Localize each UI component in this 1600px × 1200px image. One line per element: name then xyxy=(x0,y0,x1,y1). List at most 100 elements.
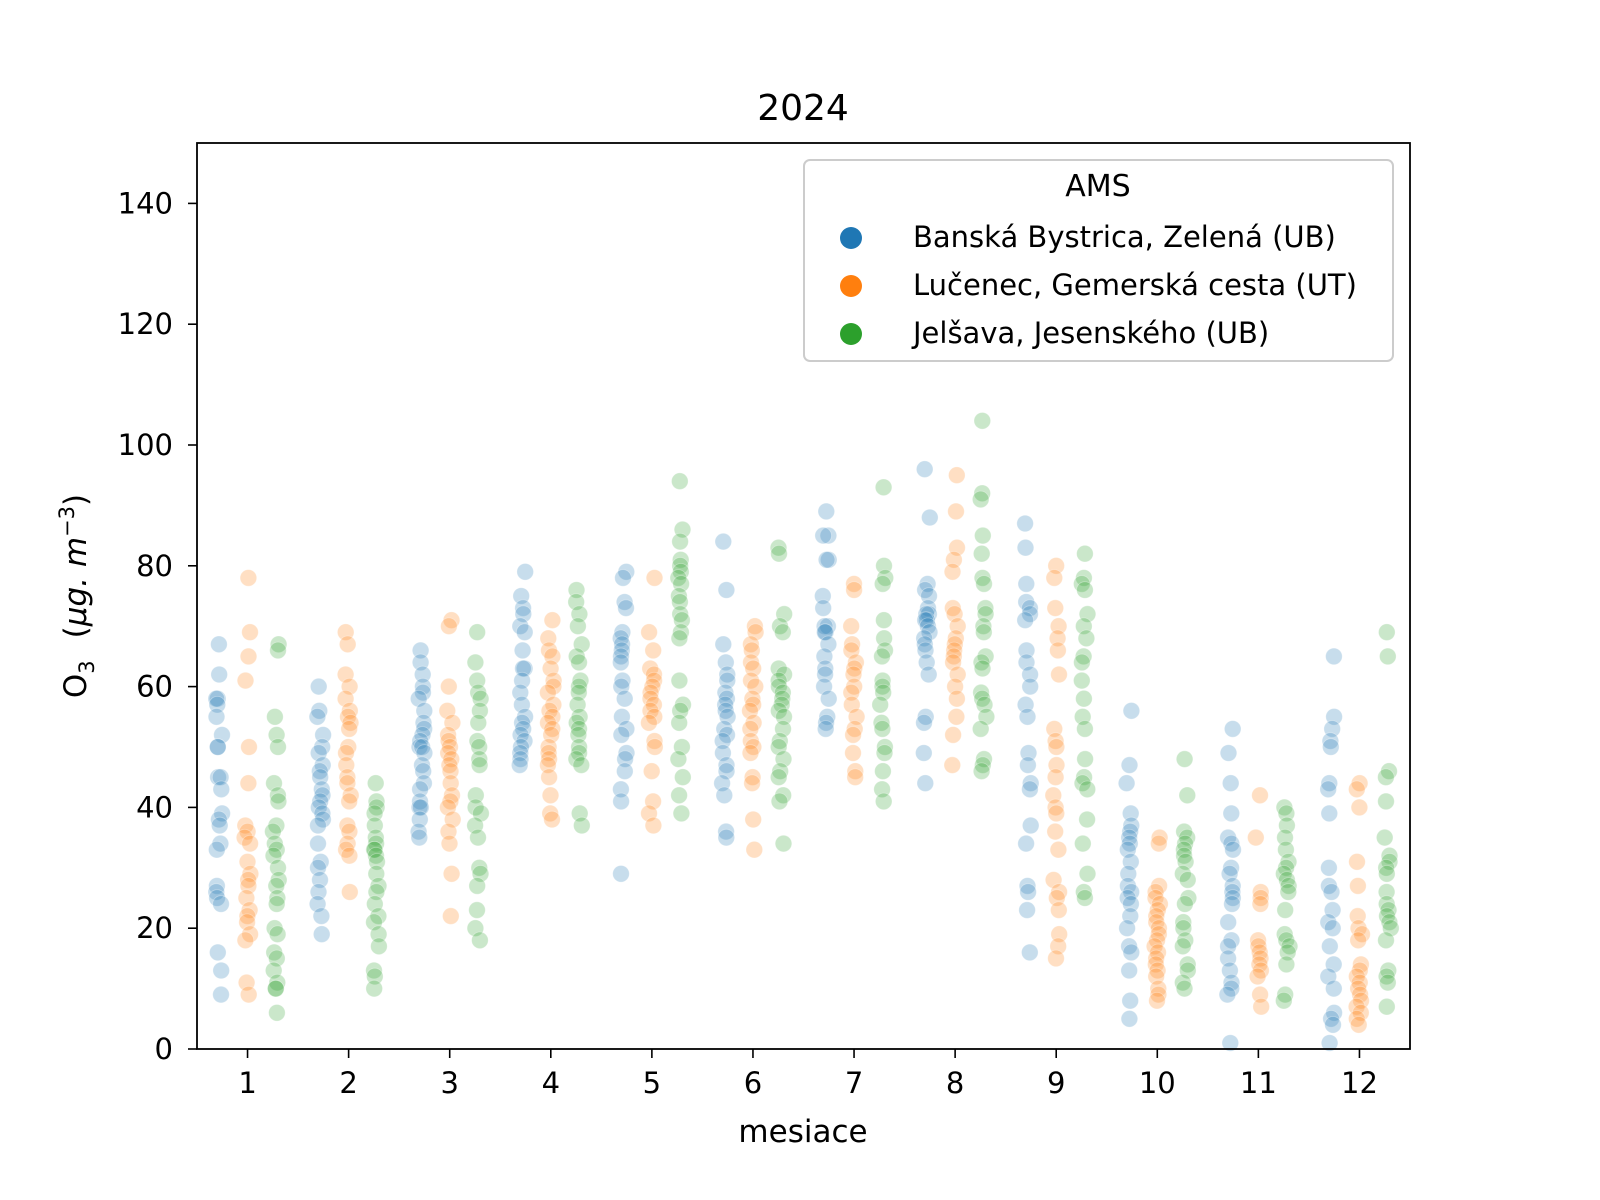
data-point xyxy=(1174,919,1193,937)
data-point xyxy=(1222,973,1241,992)
data-point xyxy=(972,762,991,780)
data-point xyxy=(310,677,328,696)
data-point xyxy=(717,653,735,672)
data-point xyxy=(570,683,588,702)
data-point xyxy=(1073,708,1092,726)
data-point xyxy=(311,768,329,786)
data-point xyxy=(1019,744,1038,762)
data-point xyxy=(617,744,636,762)
y-tick-label: 140 xyxy=(118,186,173,220)
data-point xyxy=(208,738,227,756)
data-point xyxy=(943,756,962,774)
data-point xyxy=(1019,883,1037,901)
data-point xyxy=(819,617,837,635)
data-point xyxy=(1145,937,1164,956)
data-point xyxy=(1046,768,1065,786)
data-point xyxy=(472,804,490,823)
chart-title: 2024 xyxy=(757,88,849,129)
data-point xyxy=(367,847,385,865)
data-point xyxy=(439,822,458,841)
data-point xyxy=(1078,810,1096,829)
data-point xyxy=(673,611,691,629)
data-point xyxy=(339,635,357,654)
data-point xyxy=(1249,937,1268,956)
data-point xyxy=(918,653,936,672)
data-point xyxy=(1251,889,1270,907)
data-point xyxy=(1117,774,1136,792)
data-point xyxy=(1350,798,1369,817)
data-point xyxy=(208,696,227,714)
data-point xyxy=(672,623,690,641)
data-point xyxy=(1176,853,1195,871)
data-point xyxy=(367,798,386,817)
data-point xyxy=(814,526,832,545)
data-point xyxy=(742,635,760,654)
data-point xyxy=(265,943,283,962)
data-point xyxy=(714,744,732,762)
data-point xyxy=(814,599,832,617)
data-point xyxy=(1174,973,1192,992)
y-tick-label: 60 xyxy=(136,670,173,704)
data-point xyxy=(617,563,636,581)
data-point xyxy=(1252,961,1270,980)
data-point xyxy=(1319,913,1338,931)
data-point xyxy=(1073,575,1091,593)
data-point xyxy=(1047,804,1066,823)
data-point xyxy=(1220,865,1239,883)
data-point xyxy=(916,581,934,599)
data-point xyxy=(1248,967,1267,986)
data-point xyxy=(267,816,286,835)
data-point xyxy=(844,665,863,684)
data-point xyxy=(544,671,563,690)
data-point xyxy=(213,726,231,744)
data-point xyxy=(672,804,691,823)
data-point xyxy=(1179,889,1198,907)
data-point xyxy=(338,774,357,792)
data-point xyxy=(568,696,587,714)
data-point xyxy=(235,828,254,847)
data-point xyxy=(1324,955,1343,974)
data-point xyxy=(717,822,735,841)
data-point xyxy=(820,551,838,569)
data-point xyxy=(514,720,532,738)
data-point xyxy=(1021,816,1040,835)
data-point xyxy=(1150,828,1169,847)
data-point xyxy=(1120,961,1138,980)
data-point xyxy=(716,696,734,714)
data-point xyxy=(775,665,793,684)
legend-box xyxy=(803,159,1394,362)
data-point xyxy=(1122,883,1140,901)
data-point xyxy=(1073,671,1091,690)
data-point xyxy=(267,726,286,744)
data-point xyxy=(1050,901,1068,919)
data-point xyxy=(540,768,558,786)
data-point xyxy=(1017,593,1035,611)
data-point xyxy=(1174,937,1192,956)
data-point xyxy=(540,641,558,660)
data-point xyxy=(471,690,490,708)
data-point xyxy=(466,653,485,672)
data-point xyxy=(539,629,558,648)
data-point xyxy=(1044,871,1063,889)
x-tick-label: 7 xyxy=(845,1066,863,1100)
data-point xyxy=(745,841,764,859)
data-point xyxy=(1175,822,1193,841)
y-tick-label: 40 xyxy=(136,790,173,824)
y-axis-label-unit-mu: μg xyxy=(58,587,94,627)
data-point xyxy=(367,883,386,901)
data-point xyxy=(338,834,357,853)
data-point xyxy=(440,756,459,774)
data-point xyxy=(336,665,355,684)
data-point xyxy=(236,931,255,950)
data-point xyxy=(916,460,934,478)
data-point xyxy=(773,696,791,714)
data-point xyxy=(367,792,386,811)
data-point xyxy=(920,665,938,684)
data-point xyxy=(266,708,284,726)
data-point xyxy=(1178,786,1197,805)
data-point xyxy=(817,502,836,521)
data-point xyxy=(1279,883,1298,901)
data-point xyxy=(1120,828,1138,847)
data-point xyxy=(774,834,793,853)
data-point xyxy=(1121,804,1140,823)
